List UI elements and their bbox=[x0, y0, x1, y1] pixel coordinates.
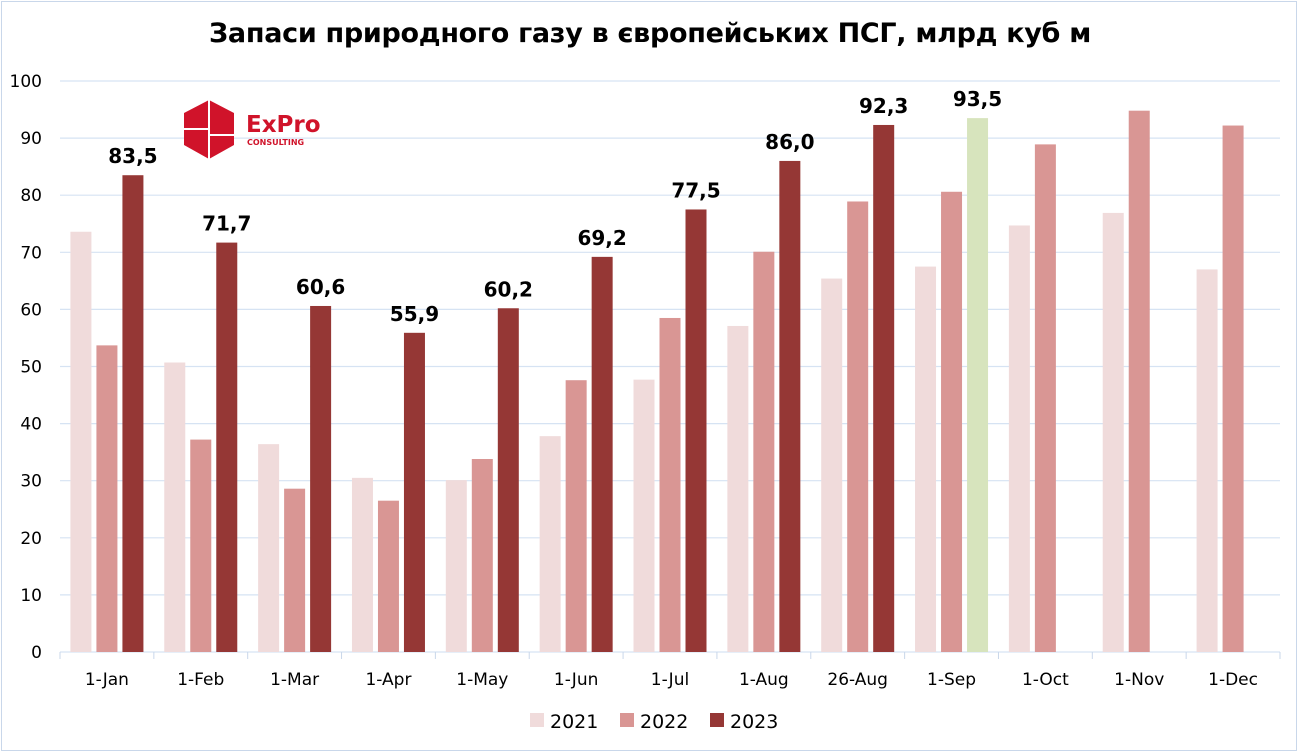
x-tick-label: 1-Dec bbox=[1208, 670, 1258, 690]
bar-2021-1-Oct bbox=[1008, 225, 1030, 652]
bar-2021-1-Aug bbox=[727, 325, 749, 652]
bar-2023-1-Jul bbox=[685, 209, 707, 652]
x-tick-label: 26-Aug bbox=[827, 670, 888, 690]
bar-2022-1-Jan bbox=[96, 345, 118, 652]
bar-2022-1-Aug bbox=[753, 251, 775, 652]
bar-2021-1-Dec bbox=[1196, 269, 1218, 652]
bar-2021-1-May bbox=[445, 480, 467, 652]
x-tick-label: 1-Aug bbox=[739, 670, 789, 690]
svg-text:CONSULTING: CONSULTING bbox=[247, 138, 304, 147]
legend-swatch-2023 bbox=[710, 713, 724, 727]
bar-2023-1-Apr bbox=[403, 332, 425, 652]
bar-2022-1-Jun bbox=[565, 380, 587, 652]
x-tick-label: 1-Feb bbox=[177, 670, 224, 690]
y-tick-label: 70 bbox=[20, 243, 42, 263]
y-tick-label: 40 bbox=[20, 415, 42, 435]
x-tick-label: 1-Jan bbox=[85, 670, 129, 690]
legend-label: 2022 bbox=[640, 711, 688, 733]
bar-2022-1-Dec bbox=[1222, 125, 1244, 652]
y-tick-label: 100 bbox=[10, 72, 42, 92]
bar-2022-1-May bbox=[471, 459, 493, 652]
y-tick-label: 10 bbox=[20, 586, 42, 606]
bar-2021-1-Jan bbox=[70, 231, 92, 652]
y-tick-label: 30 bbox=[20, 472, 42, 492]
data-label: 83,5 bbox=[108, 144, 157, 168]
legend-label: 2023 bbox=[730, 711, 778, 733]
x-tick-label: 1-Mar bbox=[270, 670, 319, 690]
data-label: 60,2 bbox=[484, 277, 533, 301]
y-tick-label: 90 bbox=[20, 129, 42, 149]
data-label: 71,7 bbox=[202, 212, 251, 236]
data-label: 77,5 bbox=[671, 178, 720, 202]
bar-2023-1-Feb bbox=[216, 242, 238, 652]
bar-2021-1-Mar bbox=[258, 444, 280, 652]
x-tick-label: 1-May bbox=[456, 670, 508, 690]
x-tick-label: 1-Nov bbox=[1114, 670, 1164, 690]
y-tick-label: 20 bbox=[20, 529, 42, 549]
bar-2022-1-Sep bbox=[941, 191, 963, 653]
x-tick-label: 1-Apr bbox=[365, 670, 411, 690]
y-tick-label: 50 bbox=[20, 358, 42, 378]
x-tick-label: 1-Oct bbox=[1022, 670, 1069, 690]
legend-label: 2021 bbox=[550, 711, 598, 733]
data-label: 69,2 bbox=[577, 226, 626, 250]
y-tick-label: 60 bbox=[20, 300, 42, 320]
bar-2021-1-Jul bbox=[633, 379, 655, 652]
bar-2022-1-Nov bbox=[1128, 110, 1150, 652]
bar-2023-1-Sep bbox=[967, 118, 989, 653]
bar-2022-26-Aug bbox=[847, 201, 869, 652]
legend-swatch-2022 bbox=[620, 713, 634, 727]
bar-2021-1-Nov bbox=[1102, 212, 1124, 652]
expro-logo: ExPro CONSULTING bbox=[183, 99, 353, 161]
bar-2021-1-Apr bbox=[351, 477, 373, 652]
y-tick-label: 80 bbox=[20, 186, 42, 206]
data-label: 86,0 bbox=[765, 130, 814, 154]
bar-2021-1-Sep bbox=[915, 266, 937, 652]
bar-2023-1-Aug bbox=[779, 160, 801, 652]
bar-2023-26-Aug bbox=[873, 124, 895, 653]
x-tick-label: 1-Jun bbox=[554, 670, 598, 690]
bar-2021-26-Aug bbox=[821, 278, 843, 652]
x-tick-label: 1-Sep bbox=[927, 670, 976, 690]
data-label: 93,5 bbox=[953, 87, 1002, 111]
bar-2022-1-Oct bbox=[1034, 144, 1056, 653]
bar-2023-1-Jan bbox=[122, 175, 144, 652]
svg-text:ExPro: ExPro bbox=[246, 112, 321, 138]
bar-2022-1-Mar bbox=[284, 488, 306, 652]
data-label: 92,3 bbox=[859, 94, 908, 118]
data-label: 60,6 bbox=[296, 275, 345, 299]
bar-2022-1-Feb bbox=[190, 439, 212, 652]
bar-2023-1-Mar bbox=[310, 305, 332, 652]
legend-swatch-2021 bbox=[530, 713, 544, 727]
bar-2022-1-Apr bbox=[377, 500, 399, 652]
x-tick-label: 1-Jul bbox=[651, 670, 689, 690]
bar-2023-1-Jun bbox=[591, 256, 613, 652]
bar-2021-1-Feb bbox=[164, 362, 186, 652]
chart-title: Запаси природного газу в європейських ПС… bbox=[209, 18, 1091, 49]
bar-2022-1-Jul bbox=[659, 317, 681, 652]
bar-2021-1-Jun bbox=[539, 436, 561, 652]
bar-2023-1-May bbox=[497, 308, 519, 652]
y-tick-label: 0 bbox=[31, 643, 42, 663]
data-label: 55,9 bbox=[390, 302, 439, 326]
